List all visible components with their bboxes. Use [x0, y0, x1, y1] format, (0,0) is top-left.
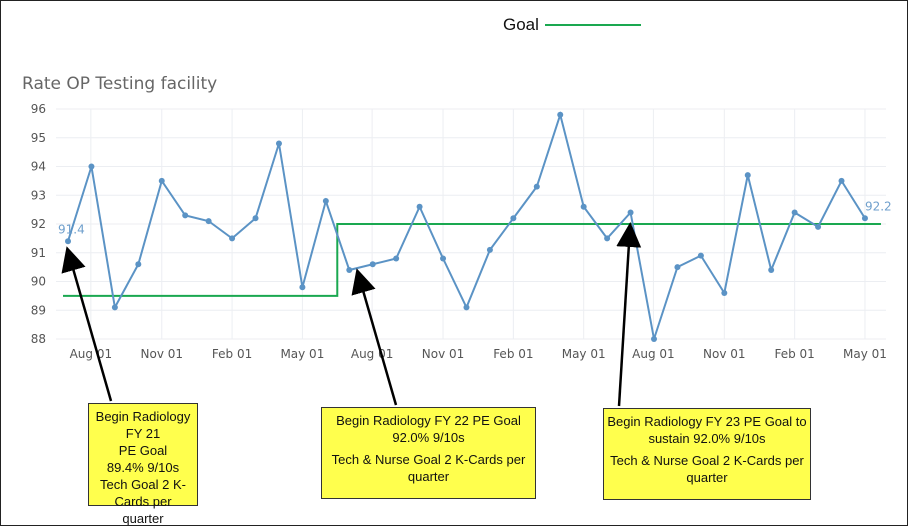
data-point — [322, 198, 329, 204]
data-point — [369, 261, 376, 268]
data-label: 91.4 — [58, 222, 85, 236]
y-tick-label: 90 — [31, 275, 46, 289]
data-point — [229, 235, 236, 242]
x-tick-label: Nov 01 — [703, 347, 746, 361]
data-point — [768, 267, 775, 273]
data-point — [510, 215, 517, 222]
data-point — [299, 284, 306, 291]
note-line: Begin Radiology FY 21 — [95, 409, 191, 441]
note-line: 92.0% 9/10s — [392, 430, 465, 445]
annotation-fy22: Begin Radiology FY 22 PE Goal 92.0% 9/10… — [321, 407, 536, 499]
note-line: quarter — [407, 469, 450, 484]
x-tick-label: May 01 — [280, 347, 324, 361]
note-line: Tech & Nurse Goal 2 K-Cards per — [331, 452, 526, 467]
data-point — [393, 255, 400, 262]
data-point — [158, 177, 165, 184]
data-point — [533, 183, 540, 190]
y-tick-label: 96 — [31, 102, 46, 116]
data-point — [604, 235, 611, 242]
x-tick-label: Nov 01 — [422, 347, 465, 361]
note-line: Begin Radiology FY 23 PE Goal to — [607, 414, 807, 429]
data-point — [65, 238, 71, 245]
annotation-arrow — [61, 246, 113, 402]
data-point — [627, 209, 634, 216]
note-line: 89.4% 9/10s — [106, 460, 180, 475]
note-line: quarter — [122, 511, 164, 526]
data-point — [651, 336, 657, 342]
goal-line — [63, 223, 881, 297]
data-point — [275, 140, 282, 147]
legend-goal-line — [544, 24, 641, 26]
data-point — [346, 267, 353, 273]
data-point — [88, 163, 95, 170]
data-point — [674, 264, 681, 271]
data-point — [791, 209, 798, 216]
x-tick-label: Feb 01 — [774, 347, 814, 361]
annotation-arrow — [616, 222, 642, 407]
y-tick-label: 92 — [31, 217, 46, 231]
data-point — [815, 223, 822, 230]
data-point — [111, 304, 118, 311]
data-point — [557, 111, 564, 118]
data-point — [252, 215, 259, 222]
data-point — [838, 177, 845, 184]
annotation-fy23: Begin Radiology FY 23 PE Goal to sustain… — [603, 408, 811, 500]
annotation-fy21: Begin Radiology FY 21 PE Goal 89.4% 9/10… — [88, 403, 198, 525]
x-tick-label: Feb 01 — [493, 347, 533, 361]
data-point — [861, 215, 868, 222]
note-line: sustain 92.0% 9/10s — [648, 431, 766, 446]
note-line: Tech & Nurse Goal 2 K-Cards per — [610, 453, 804, 468]
data-point — [416, 203, 423, 210]
data-point — [744, 172, 751, 179]
legend: Goal — [503, 15, 641, 35]
legend-label: Goal — [503, 15, 539, 34]
data-point — [486, 246, 493, 253]
chart-title: Rate OP Testing facility — [22, 74, 218, 94]
y-tick-label: 88 — [31, 332, 46, 346]
data-point — [697, 252, 704, 259]
x-tick-label: Aug 01 — [351, 347, 394, 361]
data-point — [580, 203, 587, 210]
note-line: quarter — [686, 470, 728, 485]
y-tick-label: 95 — [31, 131, 46, 145]
data-point — [463, 304, 470, 311]
x-tick-label: Nov 01 — [141, 347, 184, 361]
data-point — [721, 290, 728, 296]
y-tick-label: 89 — [31, 303, 46, 317]
x-tick-label: May 01 — [562, 347, 606, 361]
x-tick-label: May 01 — [843, 347, 887, 361]
annotation-arrow — [351, 268, 398, 406]
x-tick-label: Feb 01 — [212, 347, 252, 361]
note-line: Begin Radiology FY 22 PE Goal — [336, 413, 521, 428]
data-point — [182, 212, 189, 219]
x-tick-label: Aug 01 — [70, 347, 113, 361]
data-point — [205, 218, 212, 225]
y-tick-label: 91 — [31, 246, 46, 260]
data-label: 92.2 — [865, 199, 892, 213]
x-tick-label: Aug 01 — [632, 347, 675, 361]
note-line: Tech Goal 2 K-Cards per — [100, 477, 186, 509]
y-tick-label: 93 — [31, 188, 46, 202]
note-line: PE Goal — [118, 443, 168, 458]
y-tick-label: 94 — [31, 160, 46, 174]
data-point — [135, 261, 142, 268]
data-point — [440, 255, 447, 262]
